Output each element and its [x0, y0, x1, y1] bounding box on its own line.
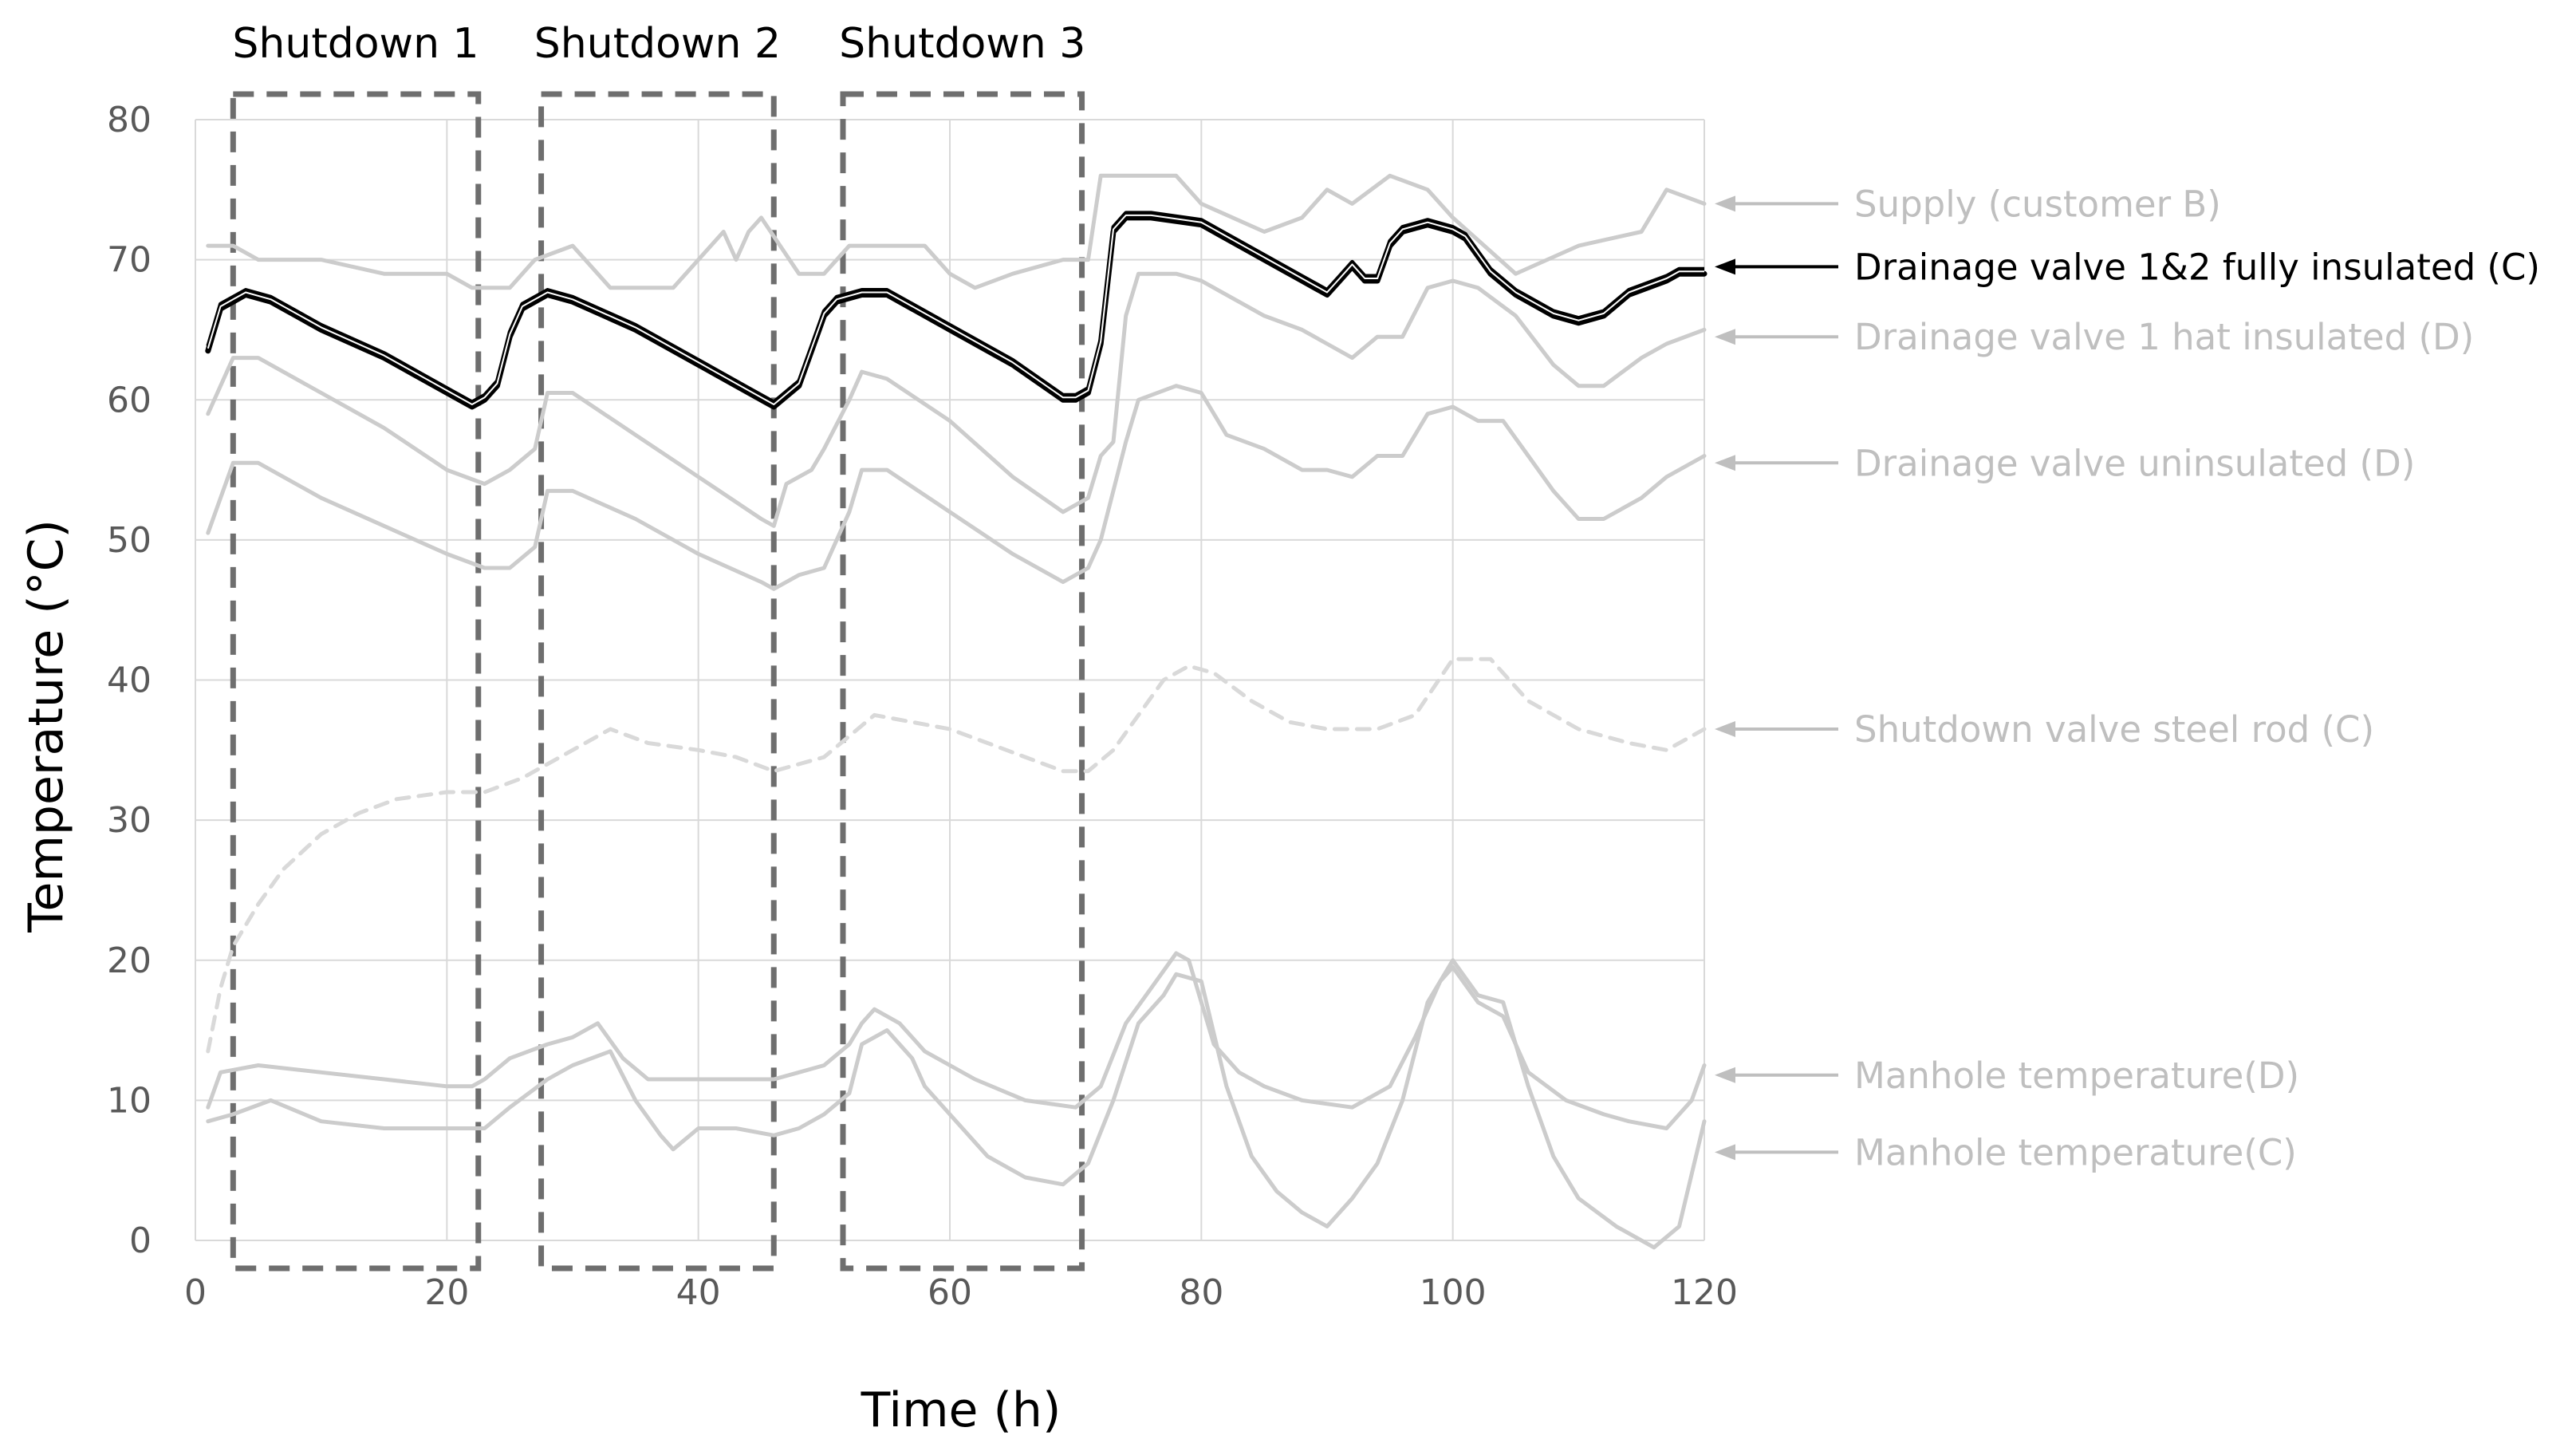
shutdown-label: Shutdown 3	[839, 20, 1085, 68]
series-label: Manhole temperature(C)	[1854, 1131, 2297, 1173]
series-label: Drainage valve 1 hat insulated (D)	[1854, 316, 2474, 358]
x-tick-label: 120	[1671, 1272, 1738, 1313]
legend-labels: Supply (customer B) Drainage valve 1&2 fu…	[1715, 183, 2540, 1173]
grid	[195, 119, 1705, 1241]
y-tick-label: 80	[107, 100, 152, 140]
y-axis-title: Temperature (°C)	[18, 519, 74, 933]
series-label: Drainage valve uninsulated (D)	[1854, 442, 2415, 484]
series-line	[206, 173, 1707, 290]
series-line	[206, 657, 1707, 1054]
series-line	[206, 958, 1707, 1250]
series-label: Manhole temperature(D)	[1854, 1055, 2299, 1097]
label-arrow-head	[1715, 195, 1735, 212]
series-line-highlight	[207, 214, 1704, 405]
shutdown-box	[230, 91, 482, 1272]
label-arrow-head	[1715, 329, 1735, 345]
y-tick-label: 40	[107, 660, 152, 701]
y-tick-label: 0	[129, 1220, 152, 1261]
axis-ticks: 0 10 20 30 40 50 60 70 80 0 20 40 60 80 100 120	[107, 100, 1738, 1313]
series-line	[206, 271, 1707, 528]
series-line	[205, 215, 1707, 410]
label-arrow-head	[1715, 258, 1735, 275]
label-arrow-head	[1715, 1144, 1735, 1161]
shutdown-boxes: Shutdown 1 Shutdown 2 Shutdown 3	[230, 20, 1085, 1272]
series-line	[206, 384, 1707, 591]
shutdown-label: Shutdown 2	[534, 20, 781, 68]
x-tick-label: 0	[184, 1272, 207, 1313]
x-tick-label: 20	[424, 1272, 469, 1313]
label-arrow-head	[1715, 455, 1735, 471]
y-tick-label: 30	[107, 800, 152, 841]
x-tick-label: 100	[1420, 1272, 1487, 1313]
x-tick-label: 60	[928, 1272, 972, 1313]
y-tick-label: 70	[107, 240, 152, 281]
series-label: Shutdown valve steel rod (C)	[1854, 708, 2374, 751]
x-tick-label: 40	[676, 1272, 721, 1313]
series-lines	[205, 173, 1707, 1250]
label-arrow-head	[1715, 720, 1735, 737]
y-tick-label: 20	[107, 940, 152, 981]
y-tick-label: 10	[107, 1080, 152, 1121]
x-tick-label: 80	[1179, 1272, 1223, 1313]
shutdown-box	[840, 91, 1085, 1272]
series-label: Supply (customer B)	[1854, 183, 2221, 225]
shutdown-label: Shutdown 1	[232, 20, 479, 68]
series-line	[206, 951, 1707, 1130]
shutdown-box	[538, 91, 777, 1272]
y-tick-label: 60	[107, 380, 152, 420]
label-arrow-head	[1715, 1067, 1735, 1083]
series-line-outline	[206, 211, 1704, 404]
series-label: Drainage valve 1&2 fully insulated (C)	[1854, 246, 2540, 288]
x-axis-title: Time (h)	[861, 1382, 1062, 1438]
y-tick-label: 50	[107, 520, 152, 561]
